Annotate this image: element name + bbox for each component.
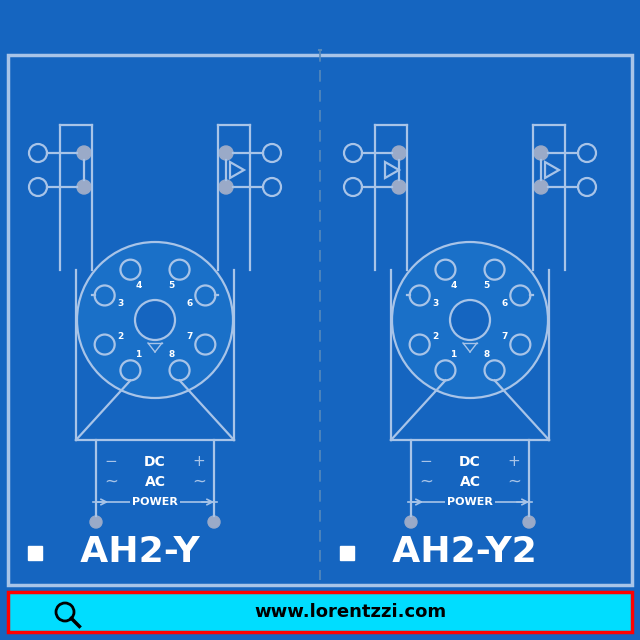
Text: 6: 6 (186, 299, 192, 308)
Circle shape (392, 242, 548, 398)
Bar (28, 546, 42, 560)
Circle shape (450, 300, 490, 340)
Text: −: − (420, 454, 433, 470)
Text: 5: 5 (168, 282, 175, 291)
Text: ~: ~ (507, 473, 521, 491)
Text: ~: ~ (419, 473, 433, 491)
Text: +: + (193, 454, 205, 470)
Text: AH2-Y: AH2-Y (55, 535, 200, 569)
Circle shape (219, 146, 233, 160)
Text: 4: 4 (450, 282, 456, 291)
Text: 7: 7 (186, 332, 193, 341)
Text: −: − (104, 454, 117, 470)
Circle shape (484, 260, 504, 280)
Text: 1: 1 (450, 349, 456, 358)
Circle shape (410, 335, 429, 355)
Circle shape (219, 180, 233, 194)
Circle shape (208, 516, 220, 528)
Text: 3: 3 (118, 299, 124, 308)
Circle shape (534, 180, 548, 194)
Bar (340, 546, 354, 560)
Text: 5: 5 (484, 282, 490, 291)
Text: POWER: POWER (132, 497, 178, 507)
Circle shape (484, 360, 504, 380)
Circle shape (435, 360, 456, 380)
Circle shape (90, 516, 102, 528)
Text: 3: 3 (433, 299, 439, 308)
Circle shape (120, 260, 140, 280)
Text: 1: 1 (135, 349, 141, 358)
Text: 4: 4 (135, 282, 141, 291)
Bar (8, 55, 632, 585)
Text: 2: 2 (433, 332, 439, 341)
Text: 8: 8 (484, 349, 490, 358)
Circle shape (170, 360, 189, 380)
Bar (8, 592, 632, 632)
Circle shape (95, 285, 115, 305)
Circle shape (120, 360, 140, 380)
Text: ~: ~ (192, 473, 206, 491)
Circle shape (135, 300, 175, 340)
Text: AC: AC (460, 475, 481, 489)
Circle shape (405, 516, 417, 528)
Text: 8: 8 (168, 349, 175, 358)
Circle shape (510, 285, 531, 305)
Text: DC: DC (459, 455, 481, 469)
Circle shape (195, 285, 215, 305)
Text: POWER: POWER (447, 497, 493, 507)
Text: 7: 7 (501, 332, 508, 341)
Text: AH2-Y2: AH2-Y2 (367, 535, 537, 569)
Circle shape (534, 146, 548, 160)
Circle shape (510, 335, 531, 355)
Circle shape (435, 260, 456, 280)
Text: AC: AC (145, 475, 166, 489)
Circle shape (392, 146, 406, 160)
Text: +: + (508, 454, 520, 470)
Circle shape (195, 335, 215, 355)
Text: www.lorentzzi.com: www.lorentzzi.com (254, 603, 446, 621)
Text: 6: 6 (501, 299, 508, 308)
Circle shape (77, 180, 91, 194)
Circle shape (77, 146, 91, 160)
Circle shape (95, 335, 115, 355)
Text: ~: ~ (104, 473, 118, 491)
Bar (8, 592, 632, 632)
Text: DC: DC (144, 455, 166, 469)
Text: 2: 2 (118, 332, 124, 341)
Circle shape (77, 242, 233, 398)
Circle shape (392, 180, 406, 194)
Circle shape (523, 516, 535, 528)
Circle shape (170, 260, 189, 280)
Circle shape (410, 285, 429, 305)
